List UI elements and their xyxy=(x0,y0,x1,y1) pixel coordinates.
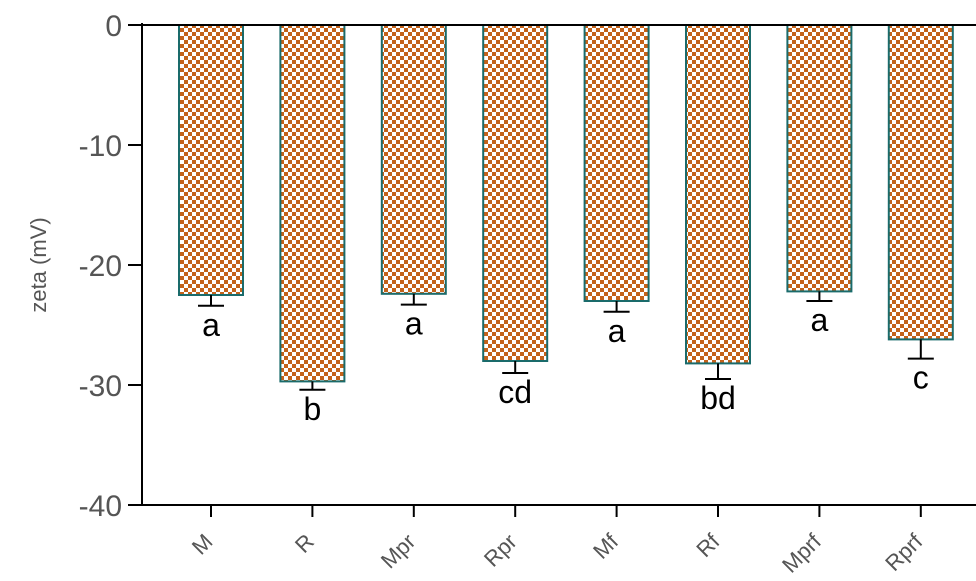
x-tick-label: Rpr xyxy=(479,529,522,572)
error-bar-r xyxy=(299,381,326,391)
significance-label: b xyxy=(304,391,322,427)
x-tick-label: Rf xyxy=(691,528,725,562)
error-bar-mprf xyxy=(806,291,833,302)
x-tick-label: R xyxy=(290,529,319,558)
error-bar-rf xyxy=(705,363,731,380)
bar-mprf xyxy=(786,24,853,293)
axes-layer xyxy=(128,23,976,517)
bar-m xyxy=(178,24,244,296)
y-tick-label: -30 xyxy=(79,370,122,403)
error-bars-layer xyxy=(198,291,934,391)
error-bar-rpr xyxy=(502,361,529,374)
error-bar-mpr xyxy=(400,293,427,306)
bars-layer xyxy=(178,24,954,383)
error-bar-m xyxy=(198,295,224,307)
y-tick-label: -20 xyxy=(79,250,122,283)
significance-label: bd xyxy=(700,380,736,416)
significance-label: a xyxy=(608,313,626,349)
x-tick-label: M xyxy=(187,529,218,560)
bar-r xyxy=(279,24,346,383)
x-tick-label: Mf xyxy=(588,528,624,564)
significance-label: a xyxy=(202,307,220,343)
y-axis-title: zeta (mV) xyxy=(26,217,51,312)
bar-rprf xyxy=(887,24,954,341)
significance-label: a xyxy=(405,306,423,342)
x-tick-label: Rprf xyxy=(880,528,928,576)
x-tick-label: Mpr xyxy=(376,529,420,573)
error-bar-mf xyxy=(603,301,630,313)
bar-mf xyxy=(583,24,650,302)
bar-mpr xyxy=(380,24,447,295)
y-tick-label: 0 xyxy=(105,10,122,43)
significance-label: cd xyxy=(498,374,532,410)
labels-layer: a Mb Ra Mpr cd Rpr a Mf bd Rf a Mprf c Rprf 0 -10 -20 -30… xyxy=(79,10,929,578)
y-tick-label: -40 xyxy=(79,490,122,523)
bar-rf xyxy=(685,24,751,365)
error-bar-rprf xyxy=(907,339,934,360)
bar-rpr xyxy=(482,24,549,362)
x-tick-label: Mprf xyxy=(777,528,826,577)
significance-label: a xyxy=(811,302,829,338)
y-tick-label: -10 xyxy=(79,130,122,163)
significance-label: c xyxy=(913,360,929,396)
